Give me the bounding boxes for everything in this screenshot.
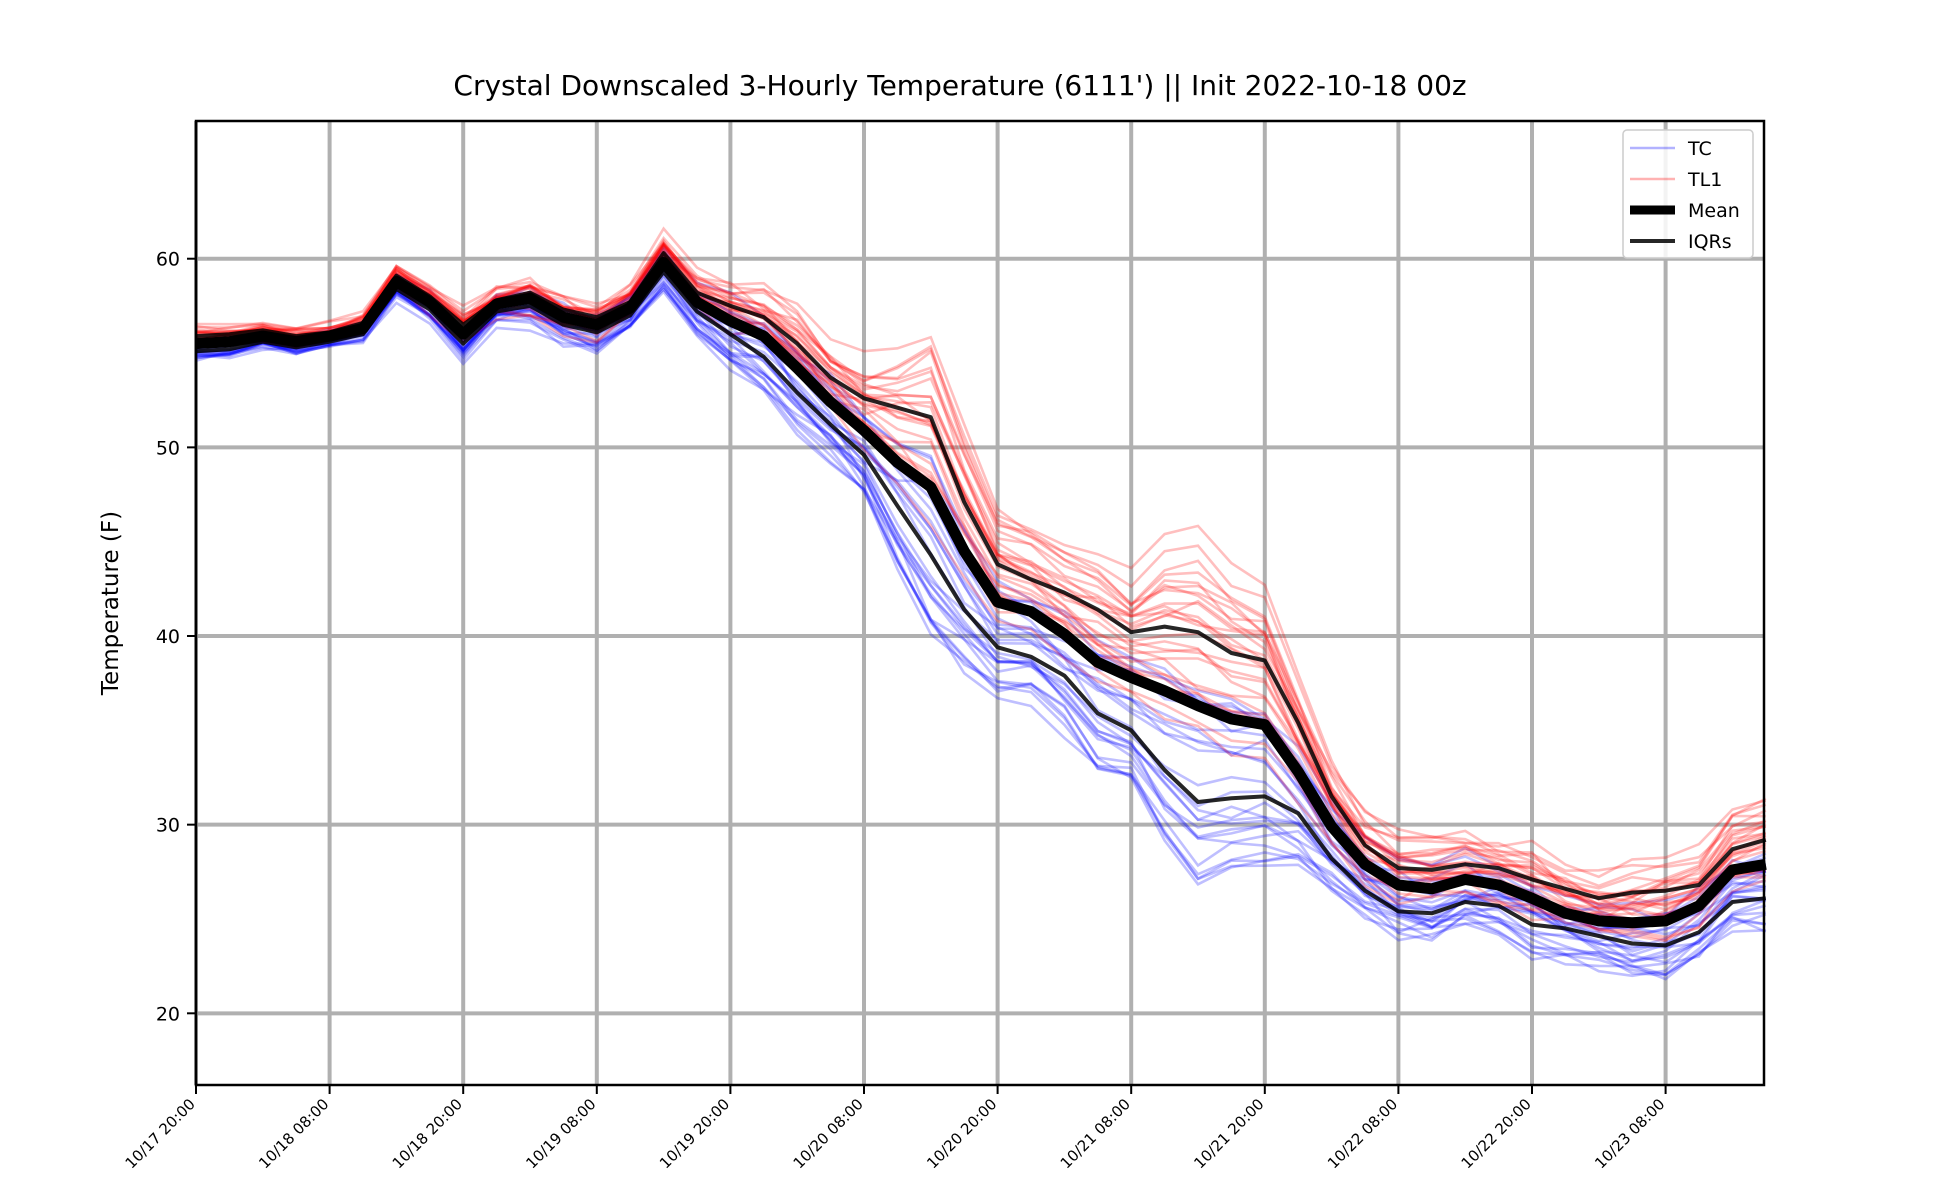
x-tick-label: 10/22 20:00 <box>1458 1095 1535 1172</box>
series-line-iqr <box>195 251 1767 901</box>
legend-label: Mean <box>1688 200 1740 222</box>
x-tick-label: 10/18 08:00 <box>255 1095 332 1172</box>
ensemble-member-line <box>195 240 1766 898</box>
legend-label: TL1 <box>1687 169 1722 191</box>
x-tick-label: 10/20 08:00 <box>790 1095 867 1172</box>
ensemble-member-line <box>195 266 1766 963</box>
ensemble-member-line <box>195 240 1767 879</box>
x-tick-label: 10/19 20:00 <box>656 1095 733 1172</box>
x-tick-label: 10/21 20:00 <box>1190 1095 1267 1172</box>
x-tick-label: 10/20 20:00 <box>923 1095 1000 1172</box>
y-tick-label: 30 <box>156 815 180 837</box>
plot-area <box>194 119 1766 1087</box>
x-tick-label: 10/19 08:00 <box>522 1095 599 1172</box>
ensemble-member-line <box>195 242 1766 907</box>
y-tick-label: 50 <box>156 437 180 459</box>
ensemble-member-line <box>195 287 1767 957</box>
ensemble-member-line <box>195 247 1767 918</box>
ensemble-member-line <box>195 287 1767 978</box>
y-tick-label: 20 <box>156 1003 180 1025</box>
x-axis: 10/17 20:00 10/18 08:00 10/18 20:00 10/19 0… <box>122 1085 1668 1172</box>
legend: TC TL1 Mean IQRs <box>1622 129 1754 259</box>
x-tick-label: 10/23 08:00 <box>1591 1095 1668 1172</box>
ensemble-member-line <box>195 280 1767 964</box>
x-tick-label: 10/21 08:00 <box>1057 1095 1134 1172</box>
y-tick-label: 60 <box>156 249 180 271</box>
ensemble-member-line <box>195 273 1767 977</box>
y-tick-label: 40 <box>156 626 180 648</box>
ensemble-member-line <box>195 280 1767 976</box>
series-line-iqr <box>195 269 1767 948</box>
chart-title: Crystal Downscaled 3-Hourly Temperature … <box>453 69 1466 102</box>
y-axis: 20 30 40 50 60 <box>156 249 196 1025</box>
ensemble-member-line <box>195 247 1767 910</box>
ensemble-member-line <box>195 226 1767 873</box>
ensemble-member-line <box>195 283 1766 976</box>
ensemble-member-line <box>195 263 1766 949</box>
ensemble-member-line <box>195 244 1767 890</box>
legend-label: TC <box>1687 138 1712 160</box>
x-tick-label: 10/17 20:00 <box>122 1095 199 1172</box>
ensemble-member-line <box>195 260 1766 949</box>
series-line-mean <box>195 257 1767 929</box>
x-tick-label: 10/18 20:00 <box>389 1095 466 1172</box>
legend-label: IQRs <box>1688 231 1732 253</box>
y-axis-label: Temperature (F) <box>98 511 124 696</box>
statistic-lines <box>195 251 1767 948</box>
x-tick-label: 10/22 08:00 <box>1324 1095 1401 1172</box>
ensemble-member-line <box>195 272 1766 962</box>
ensemble-member-line <box>195 243 1767 888</box>
ensemble-member-line <box>195 276 1766 981</box>
legend-box <box>1622 129 1754 259</box>
ensemble-member-line <box>195 268 1767 940</box>
ensemble-member-line <box>195 241 1767 915</box>
